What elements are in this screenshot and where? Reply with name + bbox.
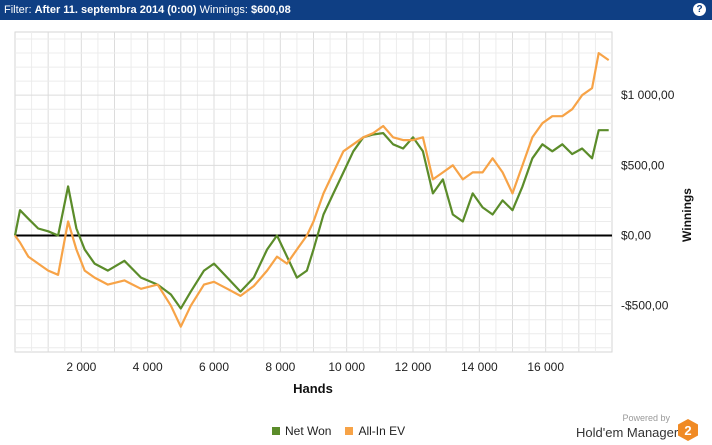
badge-number: 2: [684, 423, 691, 438]
legend-label-net-won: Net Won: [285, 424, 332, 438]
x-tick-label: 14 000: [461, 360, 498, 374]
legend-label-all-in-ev: All-In EV: [358, 424, 406, 438]
y-tick-label: $1 000,00: [621, 88, 675, 102]
legend-item-net-won[interactable]: Net Won: [272, 424, 331, 438]
winnings-label: Winnings:: [199, 4, 248, 16]
x-tick-label: 6 000: [199, 360, 229, 374]
x-tick-label: 2 000: [66, 360, 96, 374]
x-axis-label: Hands: [293, 381, 333, 396]
y-tick-label: $0,00: [621, 229, 651, 243]
y-tick-label: $500,00: [621, 158, 665, 172]
chart-series: [13, 51, 610, 328]
powered-by-text: Powered by: [622, 413, 670, 423]
y-axis-label: Winnings: [680, 188, 694, 242]
y-tick-labels: -$500,00 $0,00 $500,00 $1 000,00: [621, 88, 675, 313]
filter-value[interactable]: After 11. septembra 2014 (0:00): [34, 4, 197, 16]
x-tick-label: 8 000: [265, 360, 295, 374]
x-tick-label: 16 000: [527, 360, 564, 374]
chart-grid: [14, 31, 613, 353]
x-tick-label: 10 000: [328, 360, 365, 374]
winnings-chart: 2 000 4 000 6 000 8 000 10 000 12 000 14 000 16…: [13, 31, 694, 396]
x-tick-label: 4 000: [133, 360, 163, 374]
question-icon[interactable]: ?: [693, 3, 706, 16]
legend-swatch-all-in-ev: [345, 427, 354, 435]
series-line-net-won: [13, 129, 609, 310]
x-tick-labels: 2 000 4 000 6 000 8 000 10 000 12 000 14 000 16…: [66, 360, 564, 374]
chart-legend: Net Won All-In EV: [272, 424, 419, 438]
x-tick-label: 12 000: [395, 360, 432, 374]
legend-swatch-net-won: [272, 427, 280, 435]
series-line-all-in-ev: [14, 51, 610, 328]
filter-label: Filter:: [4, 4, 32, 16]
brand-name: Hold'em Manager: [576, 425, 679, 440]
filter-bar: Filter: After 11. septembra 2014 (0:00) …: [0, 0, 712, 20]
y-tick-label: -$500,00: [621, 299, 669, 313]
winnings-value: $600,08: [251, 4, 291, 16]
hm2-logo-icon: 2: [678, 419, 698, 441]
legend-item-all-in-ev[interactable]: All-In EV: [345, 424, 405, 438]
